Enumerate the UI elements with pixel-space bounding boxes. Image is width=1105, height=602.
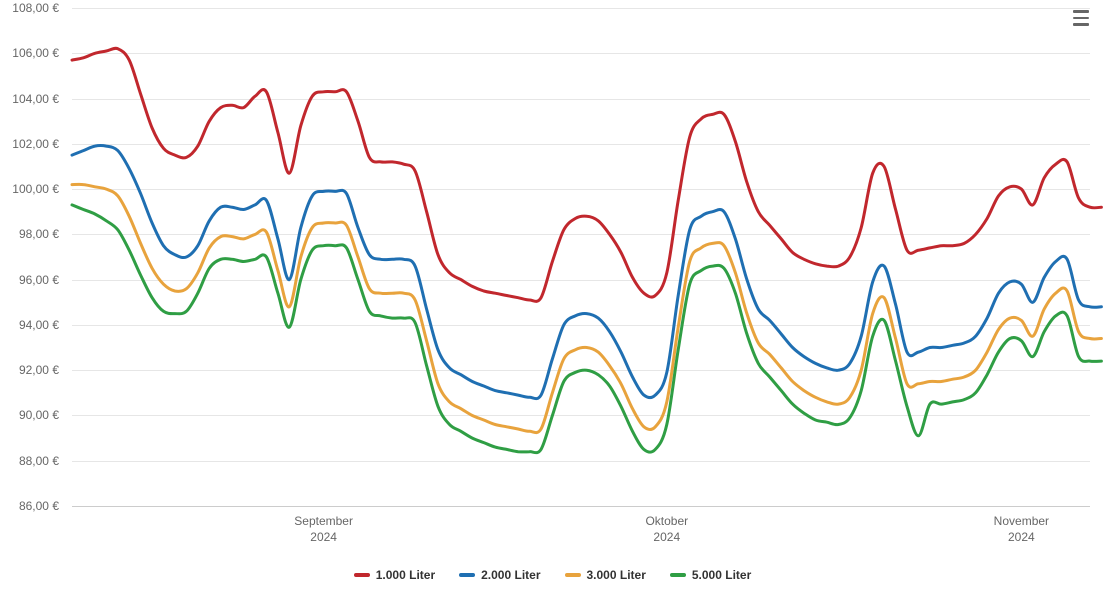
chart-menu-button[interactable] xyxy=(1069,6,1093,30)
legend: 1.000 Liter 2.000 Liter 3.000 Liter 5.000 L… xyxy=(0,564,1105,582)
legend-label: 3.000 Liter xyxy=(587,568,646,582)
legend-swatch xyxy=(670,573,686,577)
legend-item-2[interactable]: 3.000 Liter xyxy=(565,568,646,582)
series-line-1[interactable] xyxy=(72,146,1101,399)
series-line-3[interactable] xyxy=(72,205,1101,453)
legend-item-3[interactable]: 5.000 Liter xyxy=(670,568,751,582)
series-plot xyxy=(0,0,1105,602)
legend-item-0[interactable]: 1.000 Liter xyxy=(354,568,435,582)
legend-swatch xyxy=(354,573,370,577)
x-tick-label: Oktober2024 xyxy=(645,514,688,545)
legend-label: 5.000 Liter xyxy=(692,568,751,582)
x-tick-label: November2024 xyxy=(994,514,1049,545)
legend-label: 2.000 Liter xyxy=(481,568,540,582)
legend-label: 1.000 Liter xyxy=(376,568,435,582)
legend-item-1[interactable]: 2.000 Liter xyxy=(459,568,540,582)
hamburger-icon xyxy=(1073,10,1089,13)
legend-swatch xyxy=(565,573,581,577)
series-line-0[interactable] xyxy=(72,48,1101,301)
x-tick-label: September2024 xyxy=(294,514,353,545)
chart-container: 86,00 €88,00 €90,00 €92,00 €94,00 €96,00… xyxy=(0,0,1105,602)
legend-swatch xyxy=(459,573,475,577)
series-line-2[interactable] xyxy=(72,184,1101,432)
